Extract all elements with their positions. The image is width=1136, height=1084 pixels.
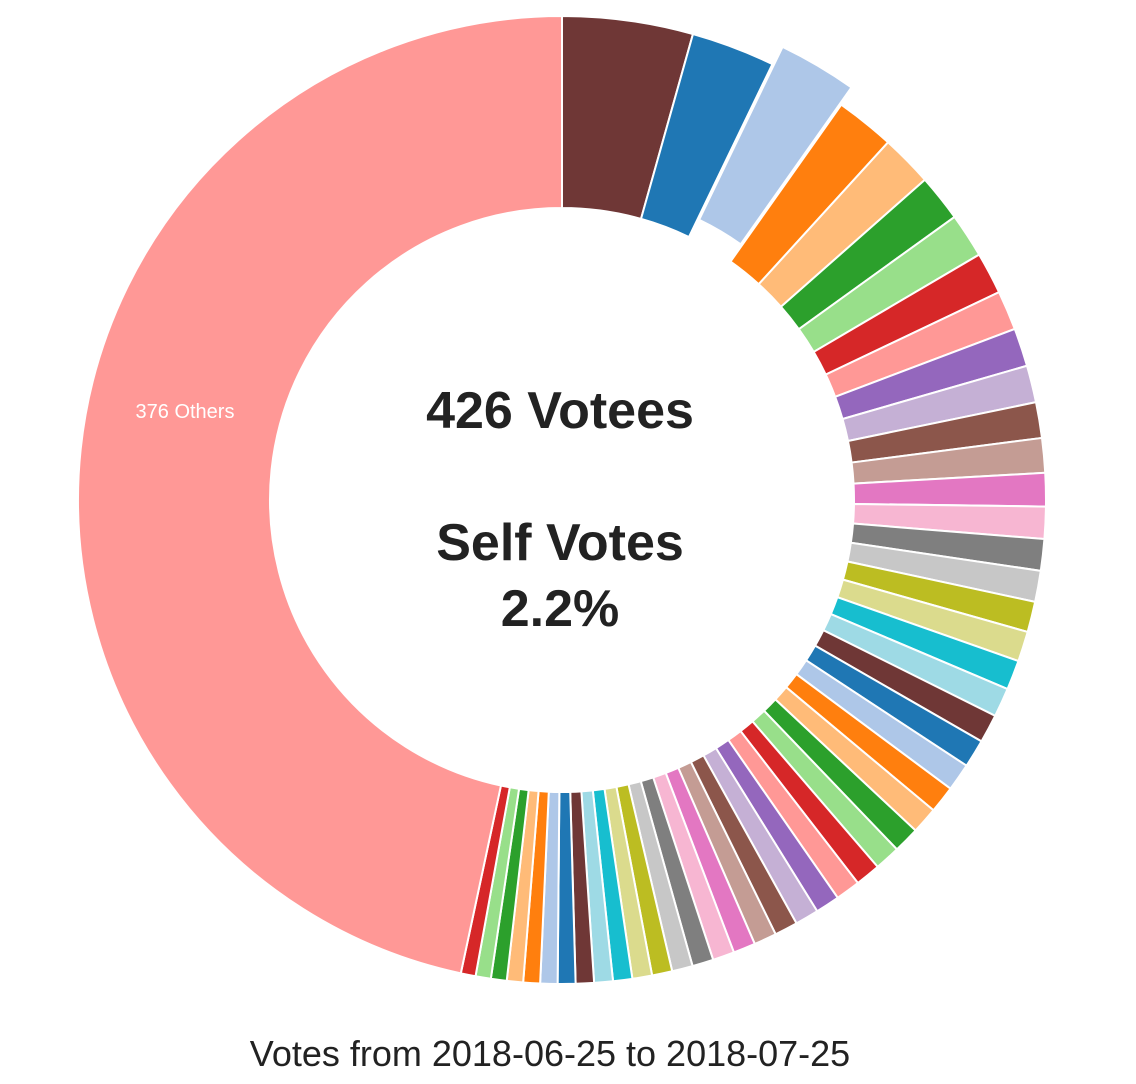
votee-count-label: 426 Votees (426, 382, 694, 440)
self-votes-title: Self Votes (436, 514, 684, 572)
donut-slice-3[interactable] (697, 45, 853, 246)
self-votes-percent: 2.2% (501, 580, 620, 638)
others-label: 376 Others (136, 401, 235, 423)
donut-slices (77, 14, 1048, 985)
chart-caption: Votes from 2018-06-25 to 2018-07-25 (250, 1033, 850, 1074)
donut-slice-2[interactable] (639, 32, 774, 239)
others-slice[interactable] (77, 14, 563, 975)
